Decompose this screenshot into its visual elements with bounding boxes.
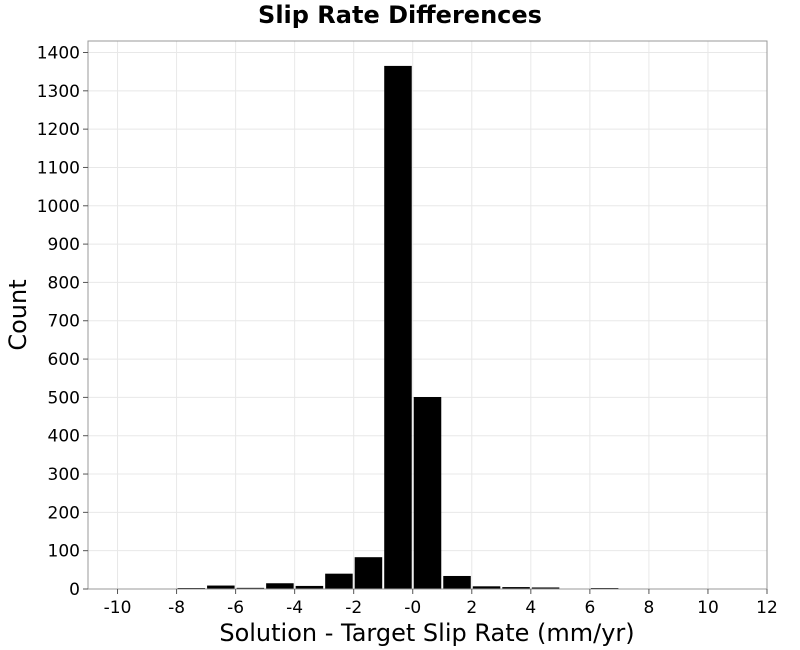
x-tick-label: -10 — [104, 598, 132, 618]
histogram-bar — [325, 573, 353, 589]
x-axis-label: Solution - Target Slip Rate (mm/yr) — [219, 619, 634, 647]
x-tick-label: -2 — [345, 598, 362, 618]
histogram-bar — [354, 557, 383, 589]
y-tick-label: 200 — [48, 503, 80, 523]
y-tick-label: 900 — [48, 235, 80, 255]
x-tick-label: -4 — [286, 598, 303, 618]
y-axis-label: Count — [4, 279, 32, 350]
y-tick-label: 0 — [69, 580, 80, 600]
histogram-bar — [502, 587, 530, 589]
plot-frame — [87, 40, 768, 590]
x-tick-label: 6 — [584, 598, 595, 618]
y-tick-label: 1400 — [37, 43, 80, 63]
x-tick-label: 2 — [466, 598, 477, 618]
histogram-bar — [266, 583, 294, 589]
y-axis-ticks: 0 100 200 300 400 500 600 700 800 900 1000 1100 1200… — [37, 43, 88, 600]
x-axis-ticks: -10 -8 -6 -4 -2 -0 2 4 6 8 10 12 — [104, 589, 778, 618]
x-tick-label: 4 — [525, 598, 536, 618]
x-tick-label: 10 — [697, 598, 719, 618]
y-tick-label: 400 — [48, 427, 80, 447]
histogram-bar — [384, 65, 412, 590]
y-tick-label: 500 — [48, 388, 80, 408]
x-tick-label: -0 — [404, 598, 421, 618]
histogram-bar — [236, 587, 265, 589]
y-tick-label: 700 — [48, 312, 80, 332]
y-tick-label: 1200 — [37, 120, 80, 140]
y-tick-label: 1000 — [37, 197, 80, 217]
y-tick-label: 800 — [48, 273, 80, 293]
y-tick-label: 600 — [48, 350, 80, 370]
y-tick-label: 100 — [48, 542, 80, 562]
histogram-bar — [531, 587, 560, 589]
chart-title: Slip Rate Differences — [258, 1, 542, 29]
x-tick-label: -6 — [227, 598, 244, 618]
histogram-bar — [443, 575, 471, 589]
histogram-bar — [207, 585, 235, 589]
x-tick-label: 8 — [643, 598, 654, 618]
histogram-bar — [295, 585, 324, 589]
histogram-bar — [413, 397, 442, 589]
histogram-bar — [472, 586, 501, 589]
y-tick-label: 1100 — [37, 158, 80, 178]
x-tick-label: 12 — [756, 598, 778, 618]
x-tick-label: -8 — [168, 598, 185, 618]
bars — [177, 65, 619, 590]
y-tick-label: 300 — [48, 465, 80, 485]
y-tick-label: 1300 — [37, 82, 80, 102]
